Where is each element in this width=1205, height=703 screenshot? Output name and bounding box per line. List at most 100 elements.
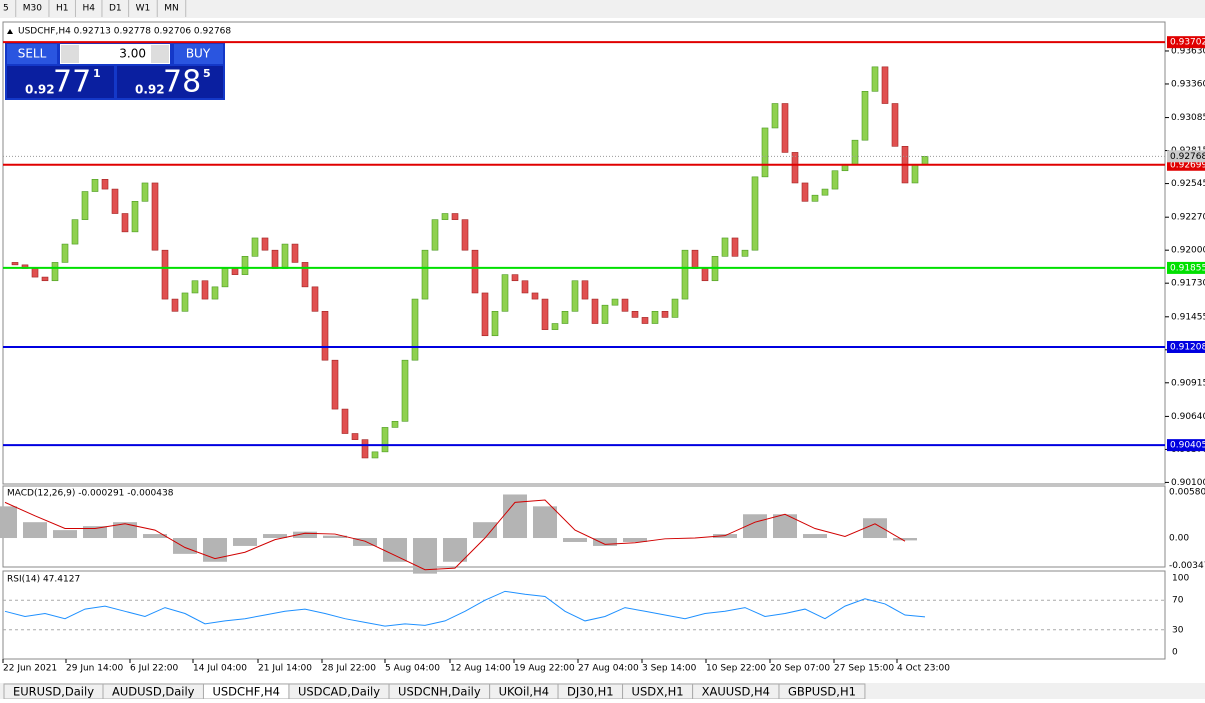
candle — [781, 103, 789, 153]
x-tick-label: 27 Sep 15:00 — [834, 664, 894, 674]
candle — [51, 262, 59, 282]
candle — [271, 249, 279, 269]
tab-label[interactable]: UKOil,H4 — [499, 685, 549, 699]
candle — [291, 243, 299, 263]
timeframe-button[interactable]: H4 — [82, 4, 95, 14]
buy-frac: 5 — [203, 67, 211, 80]
candle — [771, 103, 779, 129]
candle — [801, 182, 809, 202]
candle — [871, 66, 879, 92]
tab-label[interactable]: USDCAD,Daily — [298, 685, 380, 699]
candle — [861, 91, 869, 141]
macd-bar — [233, 538, 257, 546]
macd-bar — [353, 538, 377, 546]
candle — [851, 139, 859, 165]
tab-label[interactable]: USDX,H1 — [632, 685, 684, 699]
macd-bar — [803, 534, 827, 539]
chart-title: USDCHF,H4 0.92713 0.92778 0.92706 0.9276… — [18, 27, 231, 37]
candle — [651, 310, 659, 324]
candle — [691, 249, 699, 269]
sell-button[interactable] — [7, 44, 57, 64]
tab-label[interactable]: AUDUSD,Daily — [112, 685, 195, 699]
buy-button[interactable] — [174, 44, 223, 64]
macd-bar — [23, 522, 47, 539]
candle — [681, 249, 689, 300]
macd-bar — [53, 530, 77, 539]
macd-bar — [623, 538, 647, 542]
candle — [621, 298, 629, 312]
level-tag — [1167, 340, 1205, 353]
candle — [431, 219, 439, 251]
buy-label[interactable]: BUY — [186, 47, 211, 61]
tab-label[interactable]: USDCNH,Daily — [398, 685, 481, 699]
tab-label[interactable]: DJ30,H1 — [567, 685, 614, 699]
level-tag — [1167, 439, 1205, 452]
candle — [221, 268, 229, 288]
macd-tick-label: 0.00 — [1169, 534, 1189, 544]
candle — [481, 292, 489, 337]
candle — [501, 274, 509, 312]
level-tag — [1167, 36, 1205, 49]
x-tick-label: 12 Aug 14:00 — [450, 664, 511, 674]
candle — [121, 213, 129, 233]
macd-bar — [563, 538, 587, 542]
tab-label[interactable]: GBPUSD,H1 — [788, 685, 856, 699]
tab-label[interactable]: XAUUSD,H4 — [702, 685, 770, 699]
main-frame — [2, 21, 1166, 485]
candle — [41, 276, 49, 282]
candle — [611, 298, 619, 306]
macd-bar — [413, 538, 437, 574]
candle — [791, 152, 799, 184]
candle — [541, 298, 549, 330]
candle — [571, 280, 579, 312]
rsi-title: RSI(14) 47.4127 — [7, 575, 80, 585]
candle — [111, 188, 119, 214]
rsi-tick-label: 70 — [1172, 596, 1184, 606]
candle — [71, 219, 79, 245]
level-label: 0.93702 — [1170, 38, 1205, 48]
y-tick-label: 0.92000 — [1171, 246, 1205, 256]
x-tick-label: 27 Aug 04:00 — [578, 664, 639, 674]
candle — [411, 298, 419, 361]
current-price-tag — [1167, 150, 1205, 163]
macd-bar — [0, 506, 17, 539]
candle — [911, 164, 919, 184]
y-tick-label: 0.90100 — [1171, 478, 1205, 488]
candle — [81, 191, 89, 220]
candle — [421, 249, 429, 300]
rsi-line — [4, 590, 926, 627]
candle — [721, 237, 729, 257]
tab-label[interactable]: USDCHF,H4 — [212, 685, 279, 699]
x-tick-label: 4 Oct 23:00 — [897, 664, 950, 674]
tab-label[interactable]: EURUSD,Daily — [13, 685, 94, 699]
candle — [241, 255, 249, 275]
current-price-label: 0.92768 — [1170, 152, 1205, 162]
macd-bar — [173, 538, 197, 554]
lots[interactable]: 3.00 — [119, 47, 146, 61]
candle — [561, 310, 569, 324]
timeframe-button[interactable]: H1 — [56, 4, 69, 14]
candle — [491, 310, 499, 337]
candle — [631, 310, 639, 318]
timeframe-button[interactable]: W1 — [136, 4, 151, 14]
timeframe-button[interactable]: M30 — [23, 4, 42, 14]
candle — [151, 182, 159, 251]
sell-label[interactable]: SELL — [18, 47, 47, 61]
x-tick-label: 19 Aug 22:00 — [514, 664, 575, 674]
timeframe-button[interactable]: D1 — [109, 4, 122, 14]
x-tick-label: 29 Jun 14:00 — [66, 664, 123, 674]
timeframe-button[interactable]: 5 — [3, 4, 9, 14]
y-tick-label: 0.93630 — [1171, 46, 1205, 56]
macd-title: MACD(12,26,9) -0.000291 -0.000438 — [7, 489, 174, 499]
level-label: 0.90405 — [1170, 441, 1205, 451]
chart-bg — [0, 18, 1205, 683]
macd-bar — [593, 538, 617, 546]
candle — [521, 280, 529, 294]
y-tick-label: 0.90640 — [1171, 412, 1205, 422]
candle — [161, 249, 169, 300]
timeframe-button[interactable]: MN — [164, 4, 179, 14]
candle — [821, 188, 829, 196]
y-tick-label: 0.93360 — [1171, 79, 1205, 89]
x-tick-label: 22 Jun 2021 — [3, 664, 57, 674]
candle — [31, 268, 39, 278]
